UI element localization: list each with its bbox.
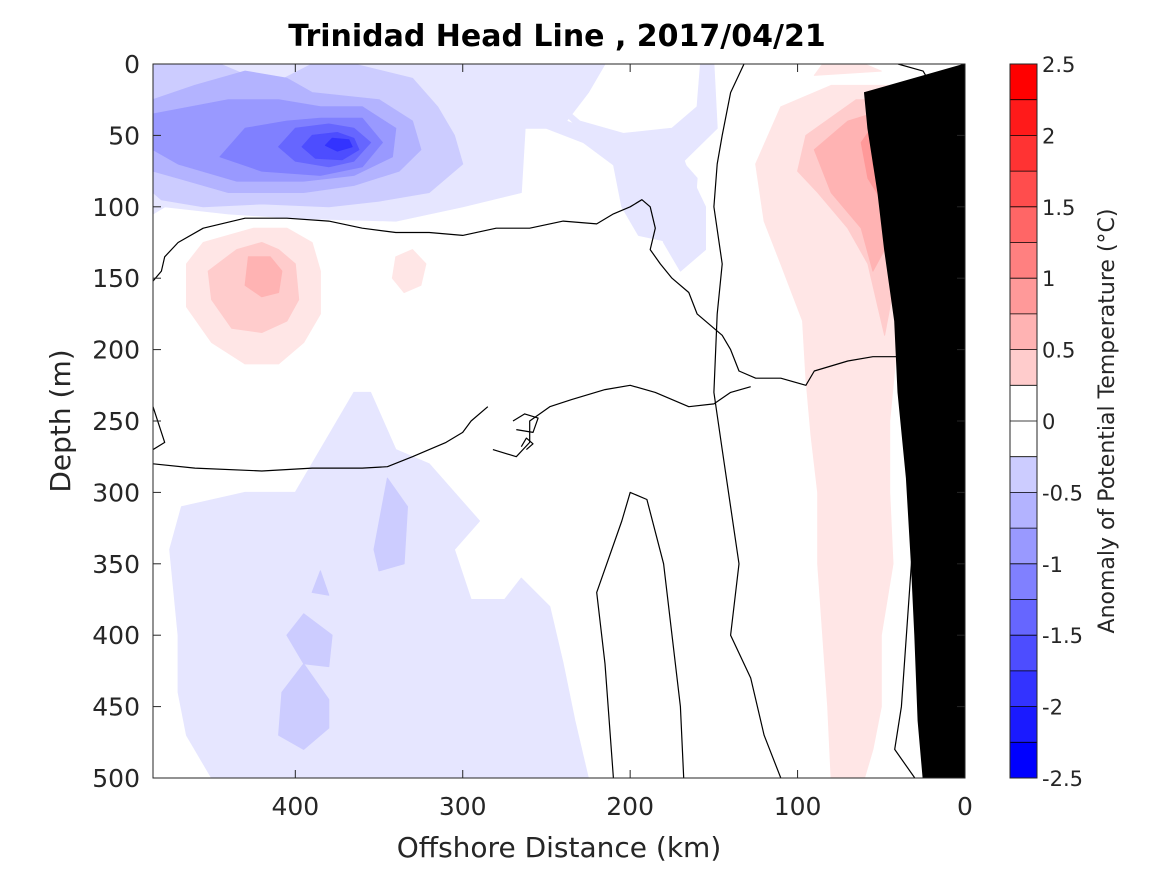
x-tick-label-3: 100 — [774, 792, 822, 821]
y-tick-label-3: 150 — [92, 264, 140, 293]
colorbar-frame — [1009, 63, 1038, 779]
colorbar-tick-label-2: 1.5 — [1042, 196, 1075, 220]
colorbar-band-17 — [1010, 670, 1037, 708]
plot-area — [153, 64, 965, 778]
zero-contour-0 — [153, 199, 957, 386]
y-tick-label-1: 50 — [108, 121, 140, 150]
colorbar-tick-label-9: -2 — [1042, 696, 1063, 720]
colorbar-band-5 — [1010, 242, 1037, 279]
y-tick-label-4: 200 — [92, 336, 140, 365]
colorbar-band-7 — [1010, 313, 1037, 351]
anomaly-region-23 — [244, 256, 283, 298]
zero-contour-5 — [520, 437, 534, 451]
y-tick-label-10: 500 — [92, 764, 140, 793]
colorbar: 2.5 2 1.5 1 0.5 0 -0.5 -1 -1.5 -2 -2.5 — [1009, 53, 1083, 791]
zero-contour-3 — [492, 384, 751, 458]
anomaly-region-19 — [813, 64, 882, 76]
y-axis: 0 50 100 150 200 250 300 350 400 450 500 — [92, 50, 965, 793]
colorbar-band-4 — [1010, 206, 1037, 243]
x-axis-label: Offshore Distance (km) — [397, 831, 722, 864]
y-tick-label-6: 300 — [92, 478, 140, 507]
colorbar-band-3 — [1010, 171, 1037, 208]
colorbar-band-13 — [1010, 528, 1037, 565]
chart-title: Trinidad Head Line , 2017/04/21 — [288, 19, 825, 54]
zero-contour-8 — [153, 406, 489, 472]
colorbar-band-18 — [1010, 706, 1037, 743]
colorbar-band-8 — [1010, 349, 1037, 386]
zero-contour-6 — [153, 406, 166, 451]
colorbar-band-10 — [1010, 421, 1037, 458]
zero-contour-4 — [512, 413, 539, 433]
anomaly-region-10 — [311, 570, 330, 596]
y-tick-label-0: 0 — [124, 50, 140, 79]
colorbar-band-14 — [1010, 563, 1037, 600]
y-tick-label-2: 100 — [92, 193, 140, 222]
colorbar-band-16 — [1010, 635, 1037, 672]
seafloor-polygon — [863, 64, 965, 778]
colorbar-tick-label-5: 0 — [1042, 410, 1055, 434]
colorbar-tick-label-3: 1 — [1042, 267, 1055, 291]
x-tick-label-0: 400 — [271, 792, 319, 821]
colorbar-band-11 — [1010, 456, 1037, 493]
y-tick-label-7: 350 — [92, 550, 140, 579]
colorbar-tick-label-1: 2 — [1042, 124, 1055, 148]
y-axis-label: Depth (m) — [44, 349, 77, 492]
anomaly-region-8 — [286, 613, 333, 668]
anomaly-region-7 — [373, 477, 408, 572]
colorbar-tick-label-6: -0.5 — [1042, 481, 1083, 505]
y-tick-label-8: 400 — [92, 621, 140, 650]
anomaly-region-16 — [324, 137, 353, 152]
colorbar-band-0 — [1010, 64, 1037, 101]
zero-contour-7 — [596, 491, 685, 778]
anomaly-region-9 — [278, 663, 330, 750]
colorbar-tick-label-7: -1 — [1042, 553, 1063, 577]
colorbar-band-1 — [1010, 99, 1037, 136]
anomaly-region-18 — [391, 249, 427, 293]
anomaly-region-5 — [169, 391, 589, 778]
colorbar-band-9 — [1010, 385, 1037, 422]
colorbar-label: Anomaly of Potential Temperature (°C) — [1095, 209, 1120, 634]
colorbar-band-6 — [1010, 278, 1037, 315]
x-tick-label-4: 0 — [957, 792, 973, 821]
colorbar-band-2 — [1010, 135, 1037, 172]
zero-contour-1 — [713, 64, 782, 778]
x-tick-label-2: 200 — [606, 792, 654, 821]
colorbar-band-12 — [1010, 492, 1037, 529]
colorbar-band-19 — [1010, 742, 1037, 779]
y-tick-label-5: 250 — [92, 407, 140, 436]
colorbar-tick-label-10: -2.5 — [1042, 767, 1083, 791]
colorbar-tick-label-8: -1.5 — [1042, 624, 1083, 648]
y-tick-label-9: 450 — [92, 693, 140, 722]
anomaly-region-4 — [479, 64, 718, 272]
x-axis: 400 300 200 100 0 — [271, 64, 973, 821]
x-tick-label-1: 300 — [439, 792, 487, 821]
colorbar-tick-label-4: 0.5 — [1042, 339, 1075, 363]
colorbar-tick-label-0: 2.5 — [1042, 53, 1075, 77]
seafloor-mask — [863, 64, 965, 778]
colorbar-band-15 — [1010, 599, 1037, 636]
